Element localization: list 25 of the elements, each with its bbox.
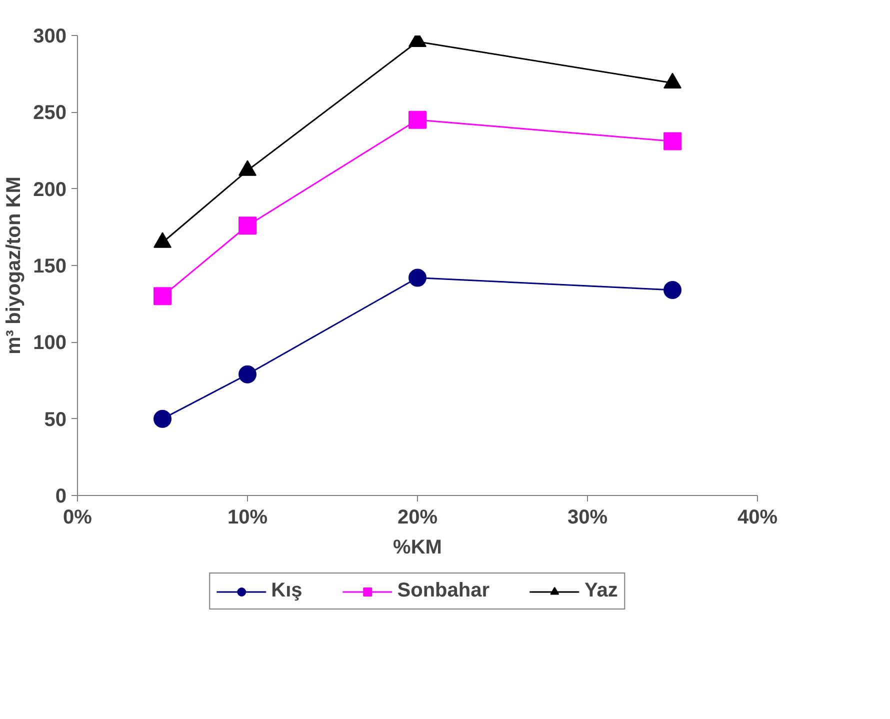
point	[408, 110, 426, 129]
x-tick-label: 10%	[227, 506, 268, 528]
point	[154, 410, 172, 428]
x-tick-label: 0%	[63, 506, 92, 528]
y-tick-label: 200	[33, 178, 67, 201]
y-tick-label: 150	[33, 256, 67, 278]
point	[664, 281, 682, 300]
legend-label: Sonbahar	[397, 580, 490, 602]
x-tick-label: 20%	[397, 506, 438, 528]
point	[238, 216, 256, 235]
legend-label: Kış	[271, 580, 302, 602]
x-tick-label: 40%	[737, 506, 778, 528]
x-axis-title: %KM	[393, 536, 442, 558]
y-tick-label: 50	[44, 408, 67, 431]
point	[154, 287, 172, 306]
y-tick-label: 300	[33, 26, 67, 48]
x-tick-label: 30%	[567, 506, 608, 528]
y-tick-label: 0	[55, 486, 66, 508]
point	[238, 365, 256, 384]
point	[408, 268, 426, 287]
legend-label: Yaz	[584, 580, 618, 602]
point	[664, 132, 682, 150]
y-tick-label: 250	[33, 102, 67, 124]
y-tick-label: 100	[33, 332, 67, 354]
y-axis-title: m³ biyogaz/ton KM	[3, 176, 26, 354]
